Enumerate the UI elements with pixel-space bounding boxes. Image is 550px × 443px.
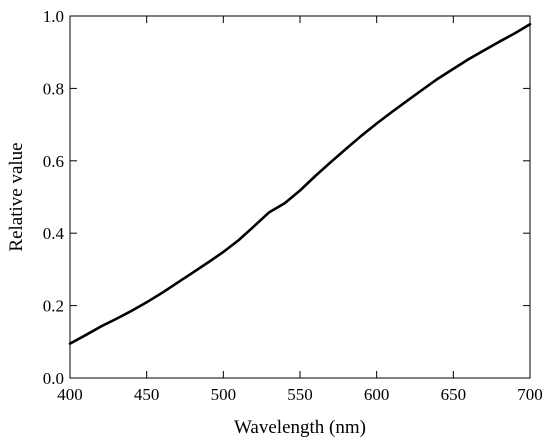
x-axis-tick-labels: 400 450 500 550 600 650 700 (57, 385, 543, 404)
x-tick-label: 700 (517, 385, 543, 404)
y-tick-label: 0.6 (43, 152, 64, 171)
x-tick-label: 500 (211, 385, 237, 404)
x-tick-label: 650 (441, 385, 467, 404)
plot-frame (69, 15, 531, 379)
x-tick-label: 600 (364, 385, 390, 404)
x-axis-label: Wavelength (nm) (234, 417, 366, 438)
x-tick-label: 450 (134, 385, 160, 404)
y-axis-label: Relative value (6, 142, 27, 251)
y-tick-label: 0.2 (43, 297, 64, 316)
y-axis-ticks (70, 15, 530, 379)
y-tick-label: 1.0 (43, 7, 64, 26)
y-axis-tick-labels: 0.0 0.2 0.4 0.6 0.8 1.0 (43, 7, 65, 388)
y-tick-label: 0.0 (43, 369, 64, 388)
y-tick-label: 0.8 (43, 79, 64, 98)
series-line (68, 23, 532, 345)
x-axis-ticks (69, 16, 531, 378)
x-tick-label: 550 (287, 385, 313, 404)
x-tick-label: 400 (57, 385, 83, 404)
y-tick-label: 0.4 (43, 224, 65, 243)
